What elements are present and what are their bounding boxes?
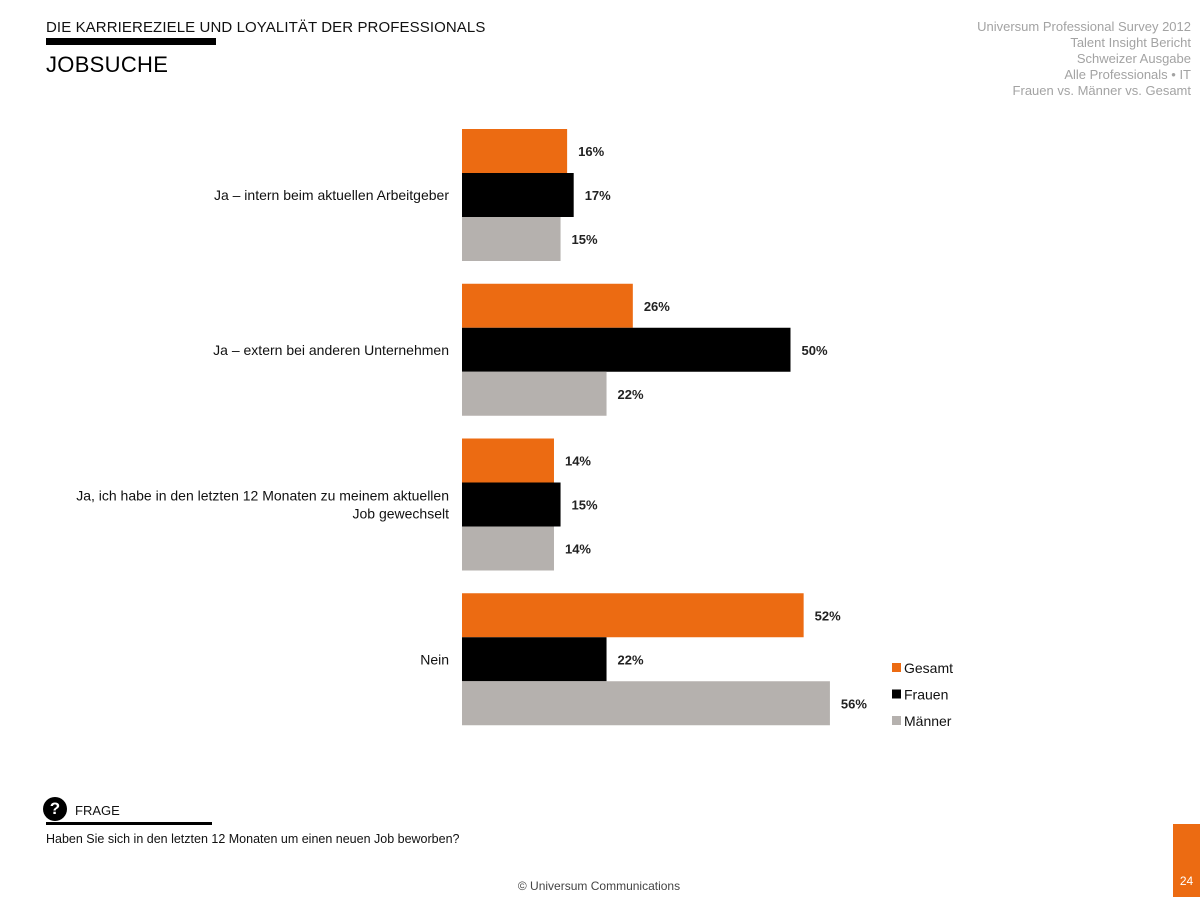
survey-question: Haben Sie sich in den letzten 12 Monaten… [46, 832, 460, 846]
question-icon: ? [43, 797, 67, 821]
legend-swatch [892, 716, 901, 725]
data-label: 56% [841, 696, 867, 711]
data-label: 14% [565, 454, 591, 469]
bar-frauen [462, 173, 574, 217]
data-label: 15% [572, 498, 598, 513]
data-label: 50% [802, 343, 828, 358]
bar-gesamt [462, 283, 633, 328]
data-label: 52% [815, 608, 841, 623]
bar-männer [462, 371, 607, 416]
section-title: DIE KARRIEREZIELE UND LOYALITÄT DER PROF… [46, 19, 486, 36]
legend-label: Gesamt [904, 660, 953, 676]
report-meta: Universum Professional Survey 2012 Talen… [977, 19, 1191, 99]
bar-männer [462, 217, 561, 261]
bar-frauen [462, 482, 561, 527]
category-label: Ja, ich habe in den letzten 12 Monaten z… [76, 488, 449, 504]
legend-swatch [892, 663, 901, 672]
legend-label: Männer [904, 713, 952, 729]
frage-label: FRAGE [75, 803, 120, 818]
data-label: 17% [585, 188, 611, 203]
data-label: 22% [618, 387, 644, 402]
bar-gesamt [462, 129, 568, 173]
page-title: JOBSUCHE [46, 52, 169, 77]
bar-gesamt [462, 438, 554, 483]
meta-line-audience: Alle Professionals • IT [1064, 67, 1191, 82]
frage-underline [46, 822, 212, 825]
data-label: 26% [644, 299, 670, 314]
page-tab [1173, 824, 1200, 897]
category-label: Nein [420, 651, 449, 667]
bar-gesamt [462, 593, 804, 638]
data-label: 14% [565, 542, 591, 557]
category-label: Job gewechselt [352, 506, 449, 522]
data-label: 22% [618, 652, 644, 667]
legend-swatch [892, 689, 901, 699]
meta-line-report: Talent Insight Bericht [1070, 35, 1191, 50]
legend-label: Frauen [904, 687, 948, 703]
bar-männer [462, 526, 554, 571]
bar-frauen [462, 327, 791, 372]
meta-line-edition: Schweizer Ausgabe [1076, 51, 1191, 66]
bar-männer [462, 681, 830, 726]
copyright-text: © Universum Communications [517, 879, 681, 893]
category-label: Ja – extern bei anderen Unternehmen [213, 342, 449, 358]
page-number: 24 [1179, 874, 1194, 888]
category-label: Ja – intern beim aktuellen Arbeitgeber [214, 187, 449, 203]
meta-line-comparison: Frauen vs. Männer vs. Gesamt [1012, 83, 1191, 98]
title-underline [46, 38, 216, 45]
meta-line-survey: Universum Professional Survey 2012 [977, 19, 1191, 34]
data-label: 16% [578, 144, 604, 159]
bar-frauen [462, 637, 607, 682]
copyright-footer: © Universum Communications [0, 879, 1200, 893]
data-label: 15% [572, 232, 598, 247]
